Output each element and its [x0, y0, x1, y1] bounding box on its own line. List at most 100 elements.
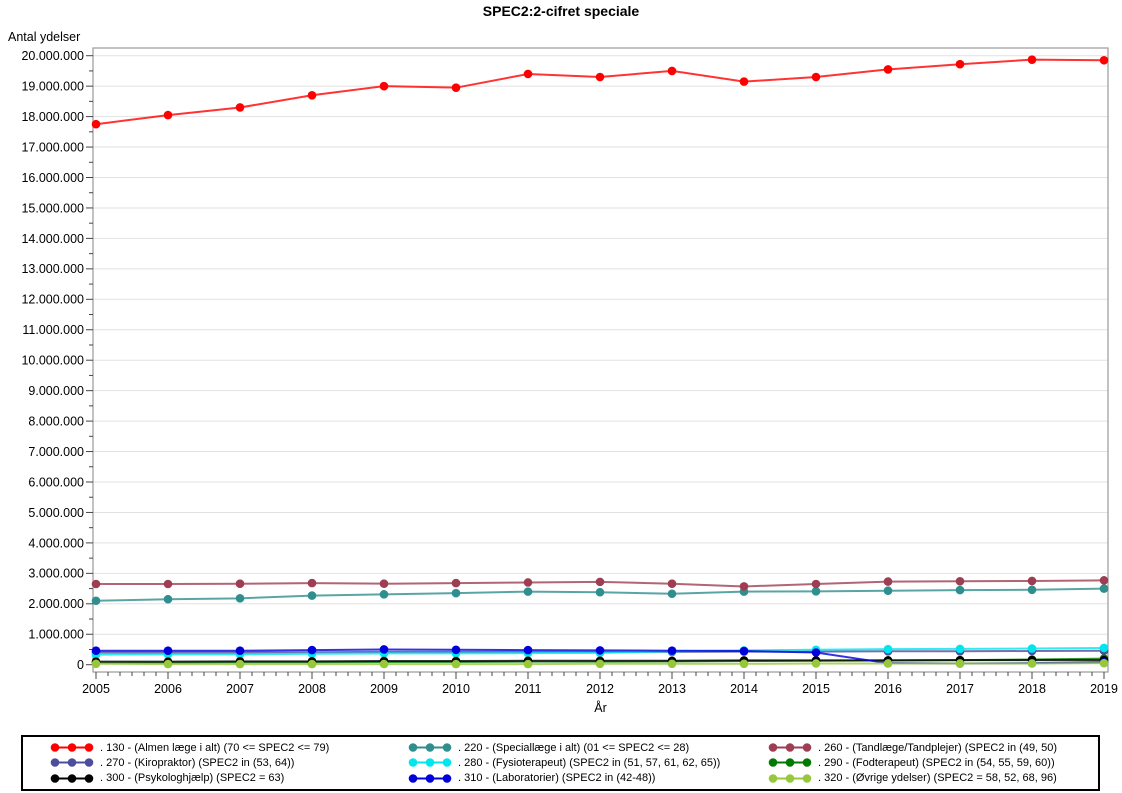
series-point-260 — [379, 579, 389, 589]
series-point-320 — [1099, 658, 1109, 668]
series-point-310 — [235, 646, 245, 655]
series-point-280 — [1099, 643, 1109, 653]
legend-marker-icon — [768, 758, 812, 768]
series-point-130 — [1027, 55, 1037, 64]
series-point-260 — [667, 579, 677, 589]
series-point-220 — [235, 594, 245, 603]
y-tick-label: 13.000.000 — [21, 262, 84, 276]
legend-label: . 130 - (Almen læge i alt) (70 <= SPEC2 … — [100, 741, 330, 754]
legend-label: . 220 - (Speciallæge i alt) (01 <= SPEC2… — [458, 741, 690, 754]
series-point-320 — [307, 659, 317, 669]
legend-marker-icon — [408, 774, 452, 783]
series-point-220 — [163, 594, 173, 604]
y-axis-title: Antal ydelser — [8, 30, 81, 44]
series-point-320 — [811, 659, 821, 668]
series-point-260 — [955, 576, 965, 586]
x-tick-label: 2018 — [1018, 682, 1046, 696]
series-point-130 — [163, 110, 173, 120]
legend-item-220: . 220 - (Speciallæge i alt) (01 <= SPEC2… — [407, 740, 767, 755]
series-point-220 — [523, 587, 533, 596]
series-point-320 — [91, 659, 101, 669]
legend-marker-icon — [768, 743, 812, 752]
chart-title: SPEC2:2-cifret speciale — [482, 3, 640, 19]
series-point-260 — [163, 579, 173, 589]
y-tick-label: 15.000.000 — [21, 201, 84, 215]
x-tick-label: 2014 — [730, 682, 758, 696]
x-tick-label: 2013 — [658, 682, 686, 696]
x-tick-label: 2011 — [515, 682, 542, 696]
series-point-220 — [91, 596, 101, 606]
x-tick-label: 2006 — [154, 682, 182, 696]
series-point-310 — [379, 645, 389, 654]
legend-label: . 290 - (Fodterapeut) (SPEC2 in (54, 55,… — [818, 756, 1055, 769]
series-point-310 — [451, 645, 461, 655]
series-point-220 — [667, 589, 677, 599]
series-point-320 — [451, 659, 461, 669]
y-tick-label: 4.000.000 — [28, 536, 84, 550]
series-point-260 — [811, 579, 821, 589]
series-point-320 — [955, 659, 965, 668]
legend-marker-icon — [768, 774, 812, 783]
series-point-220 — [955, 585, 965, 595]
y-tick-label: 16.000.000 — [21, 171, 84, 185]
y-tick-label: 20.000.000 — [21, 49, 84, 63]
legend-item-320: . 320 - (Øvrige ydelser) (SPEC2 = 58, 52… — [767, 771, 1094, 786]
series-point-260 — [307, 578, 317, 588]
x-tick-label: 2015 — [802, 682, 830, 696]
series-point-310 — [91, 646, 101, 655]
y-tick-label: 8.000.000 — [28, 414, 84, 428]
series-line-130 — [95, 58, 1105, 126]
plot-area: 0 1.000.000 2.000.000 3.000.000 4.000.000 5.0… — [21, 47, 1118, 696]
series-point-220 — [1099, 584, 1109, 593]
y-tick-label: 18.000.000 — [21, 110, 84, 124]
y-tick-label: 6.000.000 — [28, 475, 84, 489]
x-tick-label: 2019 — [1090, 682, 1118, 696]
series-point-130 — [1099, 55, 1109, 65]
legend-item-270: . 270 - (Kiropraktor) (SPEC2 in (53, 64)… — [49, 755, 407, 770]
legend-item-130: . 130 - (Almen læge i alt) (70 <= SPEC2 … — [49, 740, 407, 755]
legend-label: . 270 - (Kiropraktor) (SPEC2 in (53, 64)… — [100, 756, 295, 769]
series-point-130 — [523, 69, 533, 79]
legend-marker-icon — [50, 758, 94, 768]
legend: . 130 - (Almen læge i alt) (70 <= SPEC2 … — [21, 735, 1100, 791]
y-tick-label: 3.000.000 — [28, 567, 84, 581]
series-point-260 — [883, 577, 893, 586]
series-point-220 — [379, 590, 389, 599]
series-point-280 — [883, 644, 893, 654]
y-tick-label: 5.000.000 — [28, 506, 84, 520]
legend-item-280: . 280 - (Fysioterapeut) (SPEC2 in (51, 5… — [407, 755, 767, 770]
series-point-130 — [91, 119, 101, 129]
series-point-320 — [235, 659, 245, 669]
y-tick-label: 0 — [77, 658, 84, 672]
series-point-130 — [739, 77, 749, 86]
series-point-220 — [595, 587, 605, 597]
series-point-220 — [307, 591, 317, 600]
legend-marker-icon — [50, 774, 94, 783]
y-tick-label: 7.000.000 — [28, 445, 84, 459]
series-point-260 — [739, 582, 749, 591]
legend-item-290: . 290 - (Fodterapeut) (SPEC2 in (54, 55,… — [767, 755, 1094, 770]
x-tick-label: 2007 — [226, 682, 254, 696]
series-point-320 — [163, 659, 173, 669]
x-tick-label: 2012 — [586, 682, 614, 696]
x-axis-title: År — [594, 701, 607, 715]
series-point-310 — [667, 646, 677, 655]
series-point-220 — [451, 588, 461, 598]
series-point-130 — [955, 59, 965, 69]
series-point-220 — [883, 586, 893, 596]
legend-item-300: . 300 - (Psykologhjælp) (SPEC2 = 63) — [49, 771, 407, 786]
x-tick-label: 2009 — [370, 682, 398, 696]
y-tick-label: 10.000.000 — [21, 354, 84, 368]
series-point-310 — [811, 648, 821, 657]
x-tick-label: 2008 — [298, 682, 326, 696]
series-point-310 — [739, 646, 749, 656]
series-point-320 — [1027, 659, 1037, 668]
series-point-260 — [1099, 576, 1109, 585]
series-point-130 — [379, 81, 389, 91]
x-tick-label: 2016 — [874, 682, 902, 696]
series-point-260 — [523, 578, 533, 587]
legend-item-310: . 310 - (Laboratorier) (SPEC2 in (42-48)… — [407, 771, 767, 786]
series-point-310 — [595, 646, 605, 655]
y-tick-label: 17.000.000 — [21, 140, 84, 154]
